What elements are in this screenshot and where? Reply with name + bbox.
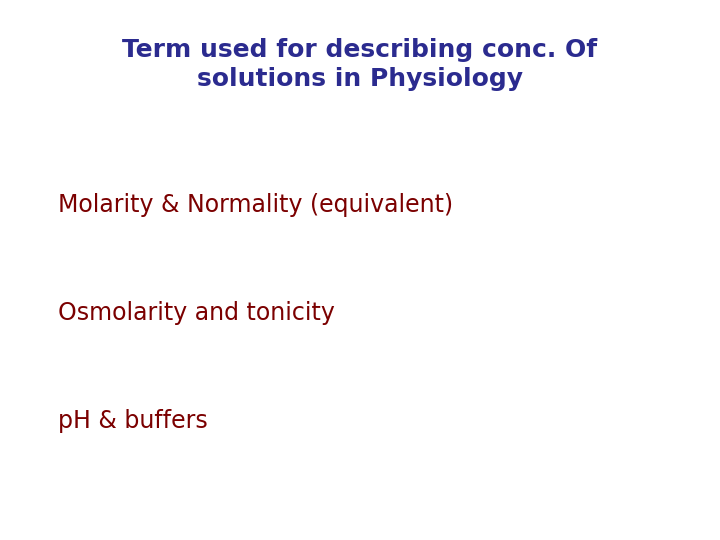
- Text: pH & buffers: pH & buffers: [58, 409, 207, 433]
- Text: Molarity & Normality (equivalent): Molarity & Normality (equivalent): [58, 193, 453, 217]
- Text: Osmolarity and tonicity: Osmolarity and tonicity: [58, 301, 335, 325]
- Text: Term used for describing conc. Of
solutions in Physiology: Term used for describing conc. Of soluti…: [122, 38, 598, 91]
